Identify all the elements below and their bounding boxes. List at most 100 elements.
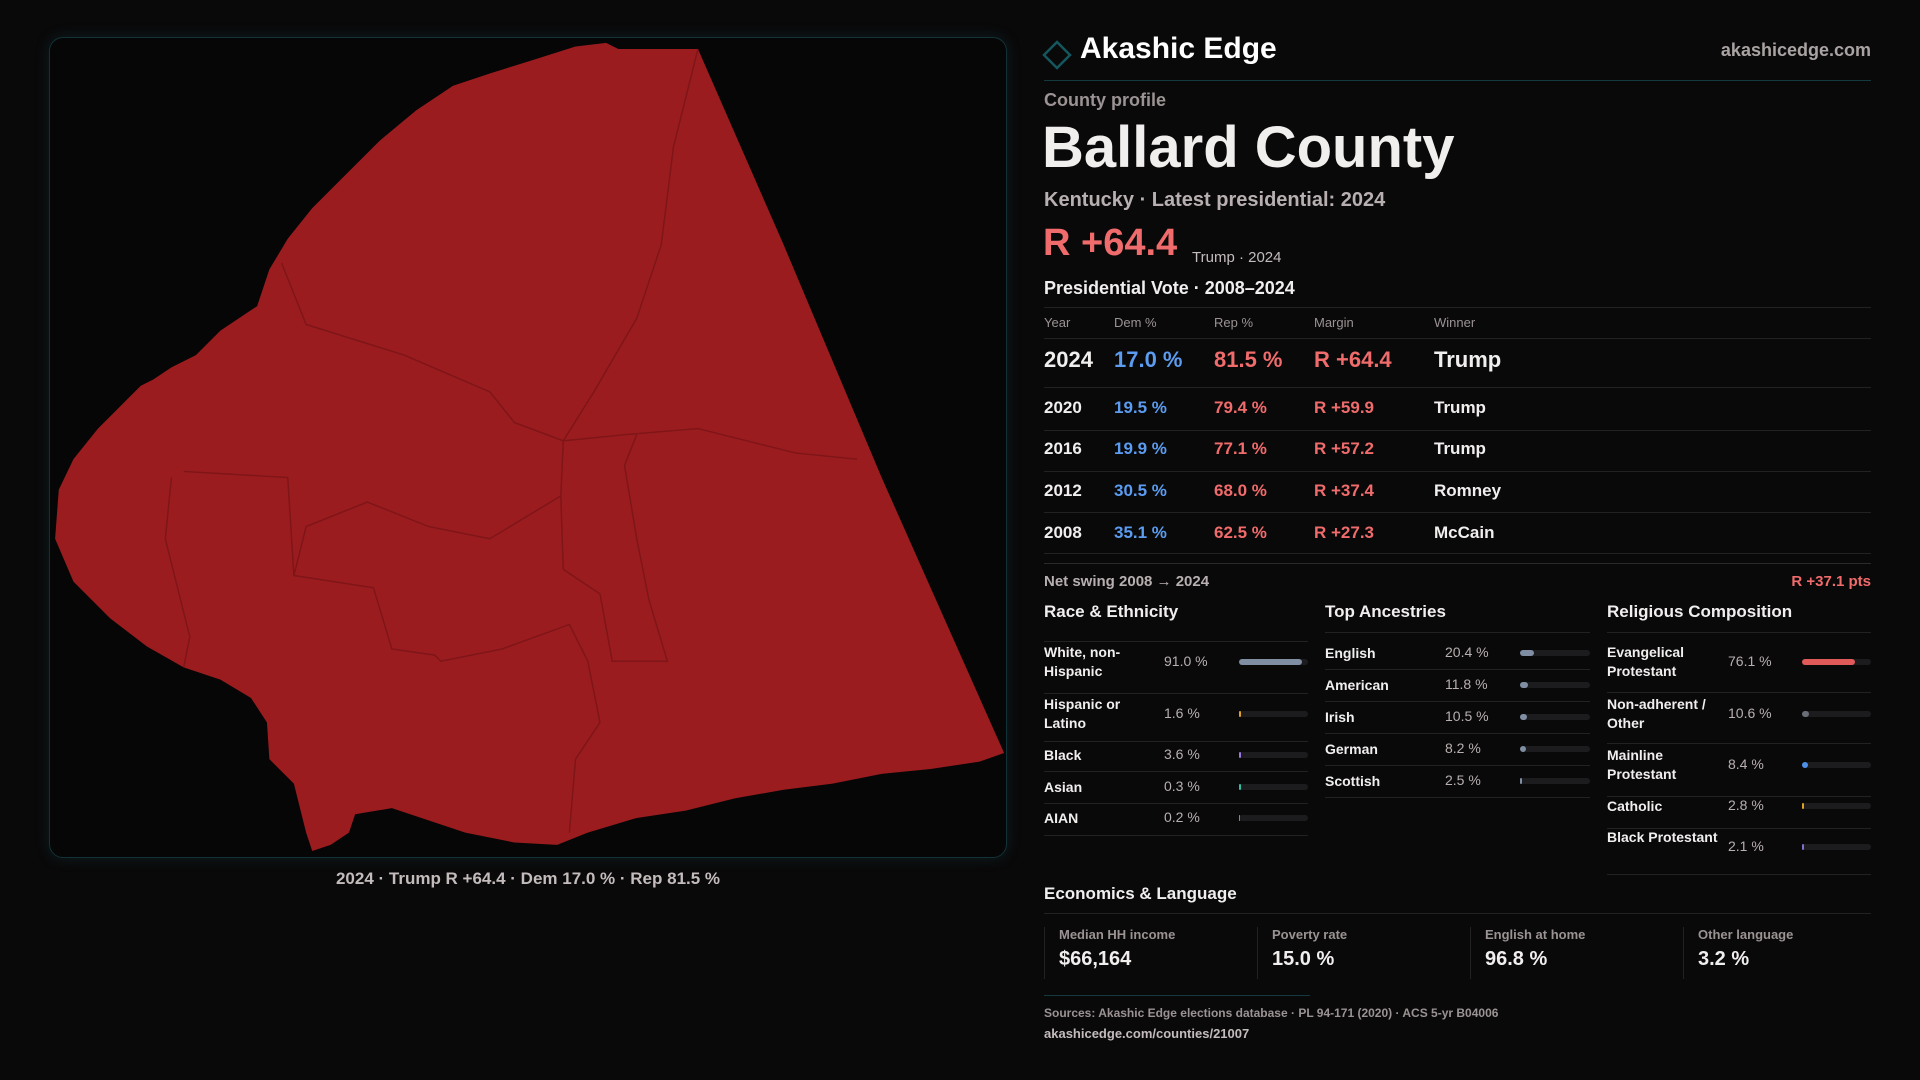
ancestry-label: English <box>1325 645 1376 661</box>
col-winner: Winner <box>1434 315 1476 330</box>
county-url[interactable]: akashicedge.com/counties/21007 <box>1044 1026 1250 1041</box>
vote-cell-margin: R +59.9 <box>1314 398 1375 417</box>
row-divider <box>1044 430 1871 431</box>
col-year: Year <box>1044 315 1071 330</box>
ancestry-label: German <box>1325 741 1378 757</box>
vote-cell-dem: 19.5 % <box>1114 398 1167 417</box>
row-divider <box>1044 641 1308 642</box>
ancestry-value: 8.2 % <box>1445 740 1481 756</box>
vote-cell-dem: 17.0 % <box>1114 347 1183 372</box>
brand-name: Akashic Edge <box>1080 32 1277 65</box>
site-link[interactable]: akashicedge.com <box>1720 40 1871 60</box>
stat-label: English at home <box>1485 927 1586 942</box>
ancestry-bar-fill <box>1520 746 1526 752</box>
row-divider <box>1325 669 1590 670</box>
religion-bar-track <box>1802 844 1871 850</box>
sources: Sources: Akashic Edge elections database… <box>1044 1006 1499 1020</box>
county-map-panel[interactable] <box>49 37 1007 858</box>
religion-bar-fill <box>1802 711 1810 717</box>
row-divider <box>1044 387 1871 388</box>
ancestry-label: Irish <box>1325 709 1355 725</box>
race-bar-track <box>1239 752 1308 758</box>
stat-value: 3.2 % <box>1698 948 1750 970</box>
race-label: White, non-Hispanic <box>1044 644 1121 679</box>
vote-cell-year: 2016 <box>1044 439 1082 458</box>
vote-title: Presidential Vote · 2008–2024 <box>1044 278 1295 298</box>
religion-title: Religious Composition <box>1607 602 1793 621</box>
ancestry-value: 20.4 % <box>1445 644 1489 660</box>
vote-cell-margin: R +57.2 <box>1314 439 1375 458</box>
vote-cell-year: 2020 <box>1044 398 1082 417</box>
religion-bar-fill <box>1802 844 1804 850</box>
ancestry-title: Top Ancestries <box>1325 602 1446 621</box>
religion-bar-fill <box>1802 803 1804 809</box>
race-bar-fill <box>1239 784 1241 790</box>
col-dem: Dem % <box>1114 315 1157 330</box>
race-label: Black <box>1044 747 1082 763</box>
page-title: Ballard County <box>1042 115 1455 180</box>
map-caption: 2024 · Trump R +64.4 · Dem 17.0 % · Rep … <box>335 869 721 888</box>
race-label: Hispanic or Latino <box>1044 696 1121 731</box>
stat-card: English at home 96.8 % <box>1470 927 1682 979</box>
vote-cell-rep: 77.1 % <box>1214 439 1267 458</box>
religion-value: 2.8 % <box>1728 797 1764 813</box>
stat-value: 15.0 % <box>1272 948 1335 970</box>
race-label: AIAN <box>1044 810 1079 826</box>
row-divider <box>1044 693 1308 694</box>
subtitle: Kentucky · Latest presidential: 2024 <box>1044 189 1386 211</box>
vote-cell-dem: 30.5 % <box>1114 481 1167 500</box>
vote-cell-margin: R +27.3 <box>1314 523 1375 542</box>
stat-label: Other language <box>1698 927 1794 942</box>
religion-label: Evangelical Protestant <box>1607 644 1685 679</box>
religion-label: Non-adherent / Other <box>1607 696 1706 731</box>
row-divider <box>1325 765 1590 766</box>
ancestry-bar-fill <box>1520 778 1522 784</box>
stat-card: Median HH income $66,164 <box>1044 927 1256 979</box>
vote-cell-dem: 35.1 % <box>1114 523 1167 542</box>
religion-value: 2.1 % <box>1728 838 1764 854</box>
row-divider <box>1607 828 1871 829</box>
stat-value: $66,164 <box>1059 948 1132 970</box>
race-bar-fill <box>1239 752 1242 758</box>
religion-label: Catholic <box>1607 798 1663 814</box>
stat-card: Poverty rate 15.0 % <box>1257 927 1469 979</box>
religion-bar-fill <box>1802 659 1855 665</box>
row-divider <box>1325 632 1590 633</box>
religion-bar-track <box>1802 659 1871 665</box>
vote-cell-rep: 81.5 % <box>1214 347 1283 372</box>
religion-bar-track <box>1802 803 1871 809</box>
race-value: 3.6 % <box>1164 746 1200 762</box>
religion-label: Black Protestant <box>1607 829 1718 845</box>
race-bar-track <box>1239 711 1308 717</box>
religion-value: 8.4 % <box>1728 756 1764 772</box>
row-divider <box>1044 835 1308 836</box>
race-bar-fill <box>1239 711 1241 717</box>
ancestry-bar-track <box>1520 714 1590 720</box>
ancestry-value: 10.5 % <box>1445 708 1489 724</box>
race-bar-track <box>1239 784 1308 790</box>
religion-value: 76.1 % <box>1728 653 1772 669</box>
row-divider <box>1607 874 1871 875</box>
race-value: 91.0 % <box>1164 653 1208 669</box>
stat-label: Median HH income <box>1059 927 1176 942</box>
vote-cell-rep: 68.0 % <box>1214 481 1267 500</box>
race-bar-track <box>1239 815 1308 821</box>
ancestry-value: 2.5 % <box>1445 772 1481 788</box>
row-divider <box>1044 553 1871 554</box>
row-divider <box>1044 741 1308 742</box>
race-value: 0.2 % <box>1164 809 1200 825</box>
row-divider <box>1607 796 1871 797</box>
race-bar-fill <box>1239 659 1302 665</box>
ancestry-label: Scottish <box>1325 773 1381 789</box>
vote-cell-winner: Romney <box>1434 481 1502 500</box>
ancestry-value: 11.8 % <box>1445 676 1488 692</box>
race-bar-track <box>1239 659 1308 665</box>
ancestry-bar-track <box>1520 778 1590 784</box>
religion-bar-track <box>1802 711 1871 717</box>
row-divider <box>1325 701 1590 702</box>
vote-cell-year: 2024 <box>1044 347 1093 372</box>
ancestry-bar-track <box>1520 682 1590 688</box>
stat-value: 96.8 % <box>1485 948 1548 970</box>
vote-cell-year: 2012 <box>1044 481 1082 500</box>
row-divider <box>1044 803 1308 804</box>
